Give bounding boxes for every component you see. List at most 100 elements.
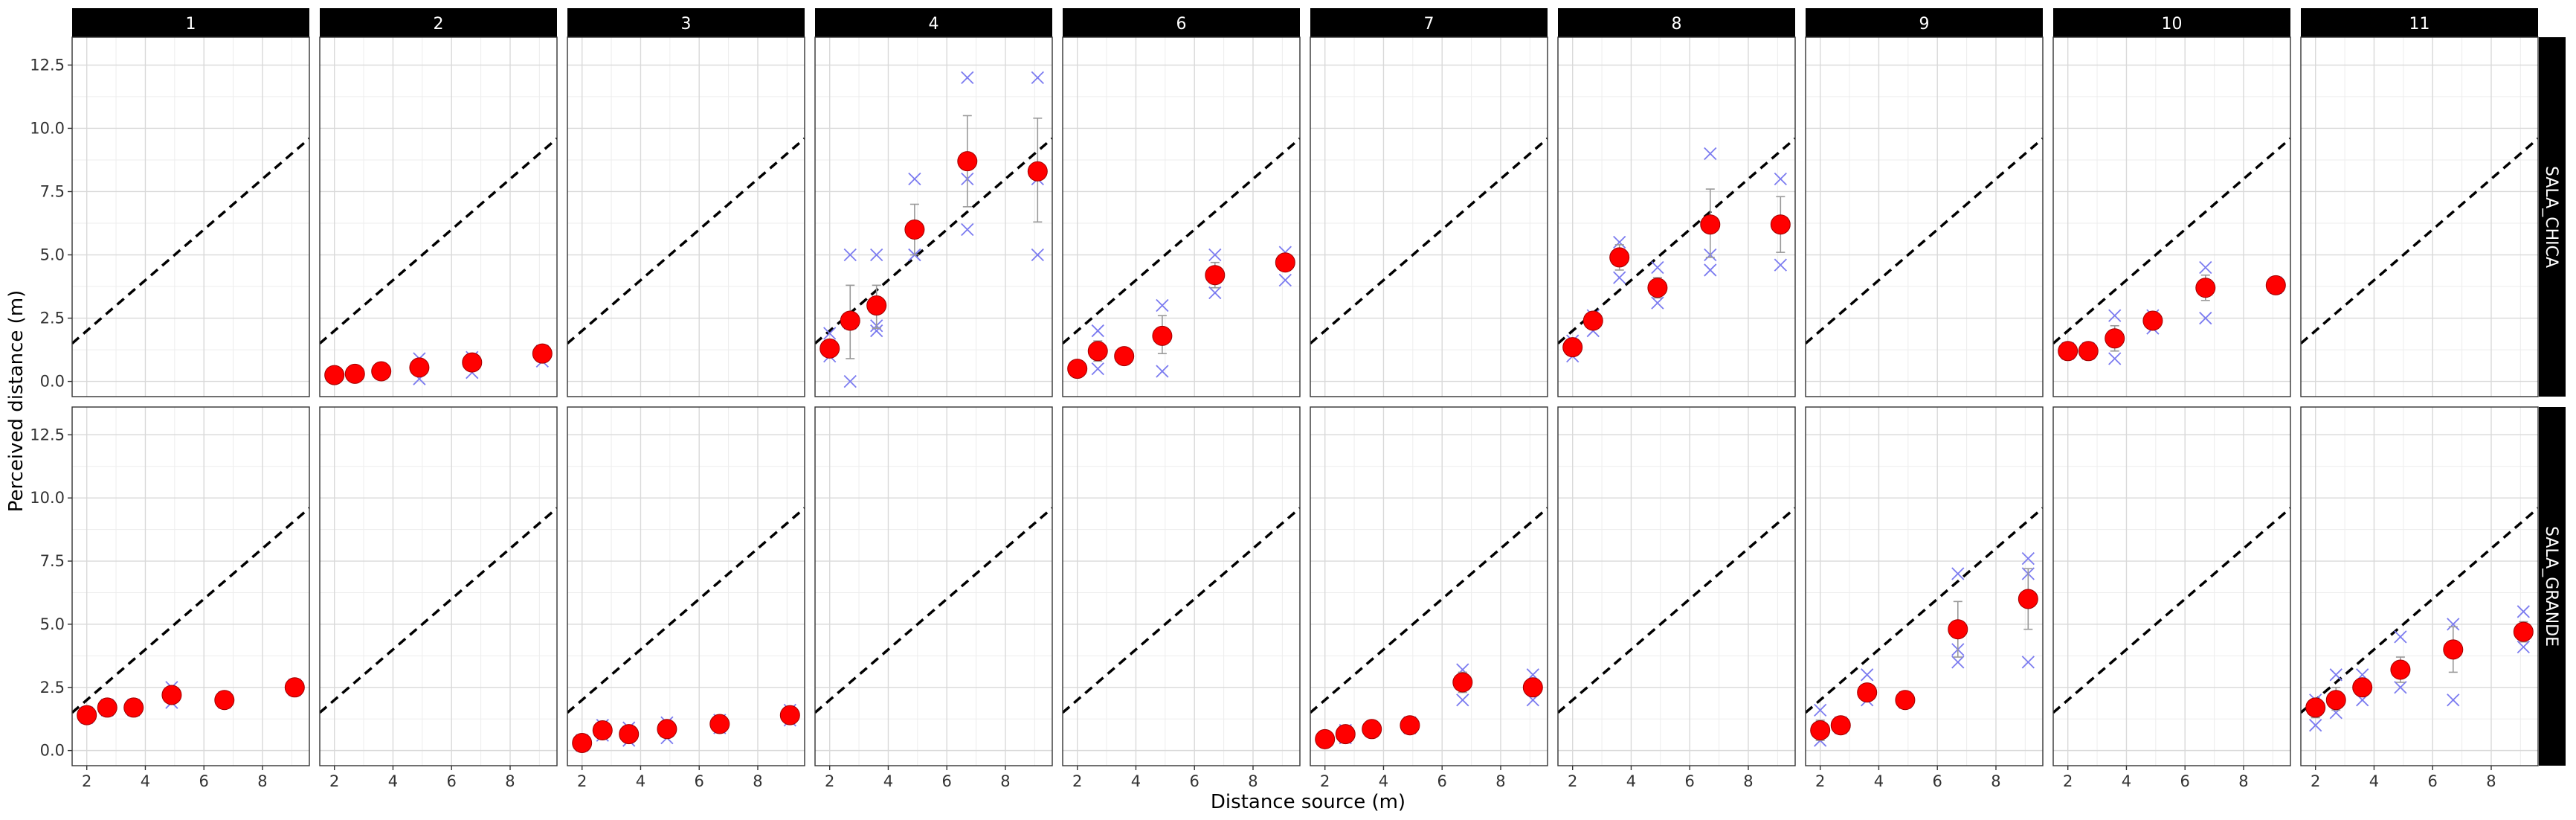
identity-line — [567, 507, 805, 714]
mean-point — [324, 365, 345, 385]
panel-border — [319, 36, 558, 397]
panel-border — [567, 406, 805, 766]
x-tick-label: 2 — [2311, 772, 2320, 790]
x-tick-label: 4 — [1131, 772, 1141, 790]
identity-line — [2301, 137, 2538, 345]
x-tick-label: 2 — [1072, 772, 1082, 790]
panel-plot-area — [72, 137, 309, 345]
panel-border — [1805, 406, 2044, 766]
raw-point-stroke — [1208, 248, 1222, 262]
mean-point — [2142, 310, 2163, 331]
raw-point-stroke — [1031, 248, 1044, 262]
raw-point-stroke — [823, 327, 837, 340]
raw-point-marker — [1774, 172, 1787, 186]
identity-line — [72, 507, 309, 714]
col-strip-label: 7 — [1424, 15, 1434, 33]
raw-point-stroke — [2394, 630, 2407, 644]
raw-point-stroke — [2108, 309, 2122, 322]
mean-point — [1152, 325, 1173, 346]
x-tick-label: 2 — [329, 772, 339, 790]
col-strip-bg — [815, 8, 1052, 37]
x-tick-label: 4 — [141, 772, 150, 790]
mean-point — [2390, 659, 2411, 680]
col-strip-bg — [567, 8, 805, 37]
mean-point — [2058, 341, 2078, 362]
raw-point-stroke — [2394, 681, 2407, 694]
raw-point-marker — [1456, 694, 1469, 707]
identity-line — [1310, 507, 1548, 714]
panel-sala-chica-8 — [1557, 36, 1796, 397]
raw-point-marker — [2394, 681, 2407, 694]
raw-point-marker — [2447, 618, 2460, 631]
identity-line — [320, 137, 557, 345]
col-strip-bg — [1063, 8, 1300, 37]
raw-point-marker — [2517, 640, 2530, 654]
mean-point — [1810, 720, 1831, 740]
panel-border — [1062, 36, 1301, 397]
row-strip-label: SALA_GRANDE — [2542, 526, 2560, 647]
raw-point-marker — [823, 327, 837, 340]
panel-plot-area — [1806, 137, 2043, 345]
x-tick-label: 4 — [636, 772, 645, 790]
panel-plot-area — [567, 137, 805, 345]
panel-border — [814, 406, 1053, 766]
mean-point — [77, 705, 97, 725]
panel-border — [567, 36, 805, 397]
panel-plot-area — [2053, 507, 2290, 714]
raw-point-marker — [2517, 605, 2530, 618]
y-tick-label: 5.0 — [40, 246, 65, 264]
x-tick-label: 8 — [1991, 772, 2000, 790]
row-strip-sala-chica: SALA_CHICA — [2539, 37, 2566, 397]
panel-background — [567, 37, 805, 397]
col-strip-bg — [1310, 8, 1548, 37]
raw-point-marker — [2021, 552, 2035, 566]
panel-background — [72, 37, 309, 397]
identity-line — [815, 507, 1052, 714]
col-strip-label: 6 — [1176, 15, 1187, 33]
x-tick-label: 6 — [1685, 772, 1695, 790]
panel-plot-area — [72, 507, 309, 725]
mean-point — [1609, 247, 1630, 268]
mean-point — [904, 220, 925, 240]
raw-point-stroke — [2309, 719, 2322, 732]
col-strip-label: 10 — [2162, 15, 2183, 33]
mean-point — [462, 352, 483, 373]
identity-line — [1806, 137, 2043, 345]
panel-background — [1558, 37, 1795, 397]
y-tick-label: 2.5 — [40, 310, 65, 327]
panel-sala-grande-7: 2 4 6 8 — [1310, 406, 1548, 790]
raw-point-marker — [1091, 362, 1104, 376]
panel-sala-chica-3 — [567, 36, 805, 397]
x-tick-label: 2 — [1568, 772, 1577, 790]
col-strip-bg — [1806, 8, 2043, 37]
panel-border — [2052, 406, 2291, 766]
raw-point-marker — [1814, 703, 1827, 717]
raw-point-stroke — [2199, 260, 2212, 275]
mean-point — [2265, 275, 2286, 295]
mean-point — [2305, 697, 2326, 718]
x-tick-label: 6 — [447, 772, 457, 790]
x-tick-label: 6 — [1933, 772, 1942, 790]
panel-plot-area — [1310, 137, 1548, 345]
col-strip-8: 8 — [1558, 8, 1795, 37]
raw-point-stroke — [1704, 147, 1717, 161]
panel-background — [1806, 37, 2043, 397]
mean-point — [1275, 252, 1295, 273]
x-tick-label: 8 — [1000, 772, 1010, 790]
mean-point — [1700, 214, 1721, 235]
panel-background — [320, 407, 557, 766]
raw-point-stroke — [1861, 668, 1874, 682]
panel-border — [2300, 36, 2539, 397]
mean-point — [2352, 677, 2373, 698]
identity-line — [2053, 137, 2290, 345]
raw-point-marker — [1704, 263, 1717, 277]
x-tick-label: 2 — [2063, 772, 2073, 790]
raw-point-stroke — [961, 71, 974, 85]
row-strip-label: SALA_CHICA — [2542, 166, 2560, 268]
x-tick-label: 6 — [2180, 772, 2190, 790]
x-tick-label: 8 — [2238, 772, 2248, 790]
mean-point — [1315, 728, 1336, 749]
raw-point-stroke — [1091, 324, 1104, 338]
panel-sala-grande-3: 2 4 6 8 — [567, 406, 805, 790]
x-tick-label: 6 — [695, 772, 704, 790]
